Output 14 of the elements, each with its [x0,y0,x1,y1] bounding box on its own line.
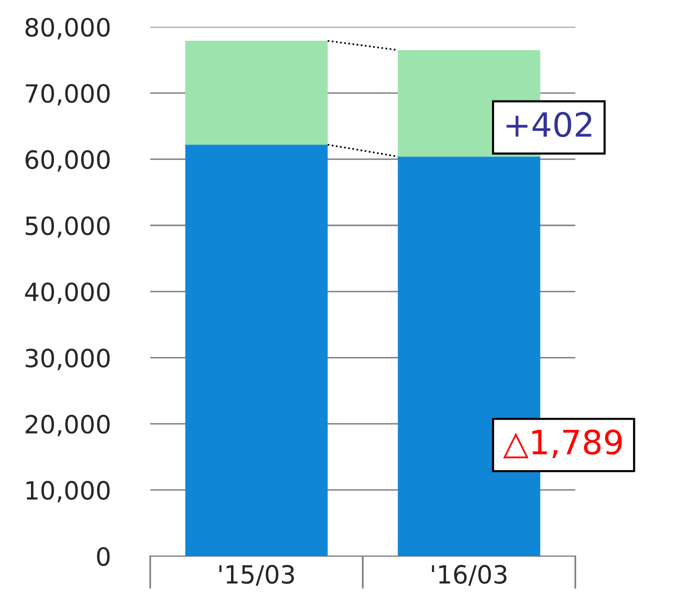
y-tick-label: 0 [97,547,110,566]
annotation: +402 [506,112,592,138]
bar [185,40,328,145]
y-tick-label: 10,000 [26,480,110,502]
y-tick-label: 50,000 [26,216,110,238]
y-tick-label: 40,000 [25,282,110,304]
y-tick-label: 80,000 [26,18,110,40]
y-tick-label: 30,000 [26,348,110,370]
x-tick-label: '16/03 [432,564,506,586]
y-tick-label: 70,000 [26,84,110,106]
y-tick-label: 20,000 [26,414,110,436]
annotation: △1,789 [503,429,622,458]
y-tick-label: 60,000 [26,150,110,172]
x-tick-label: '15/03 [219,564,294,586]
